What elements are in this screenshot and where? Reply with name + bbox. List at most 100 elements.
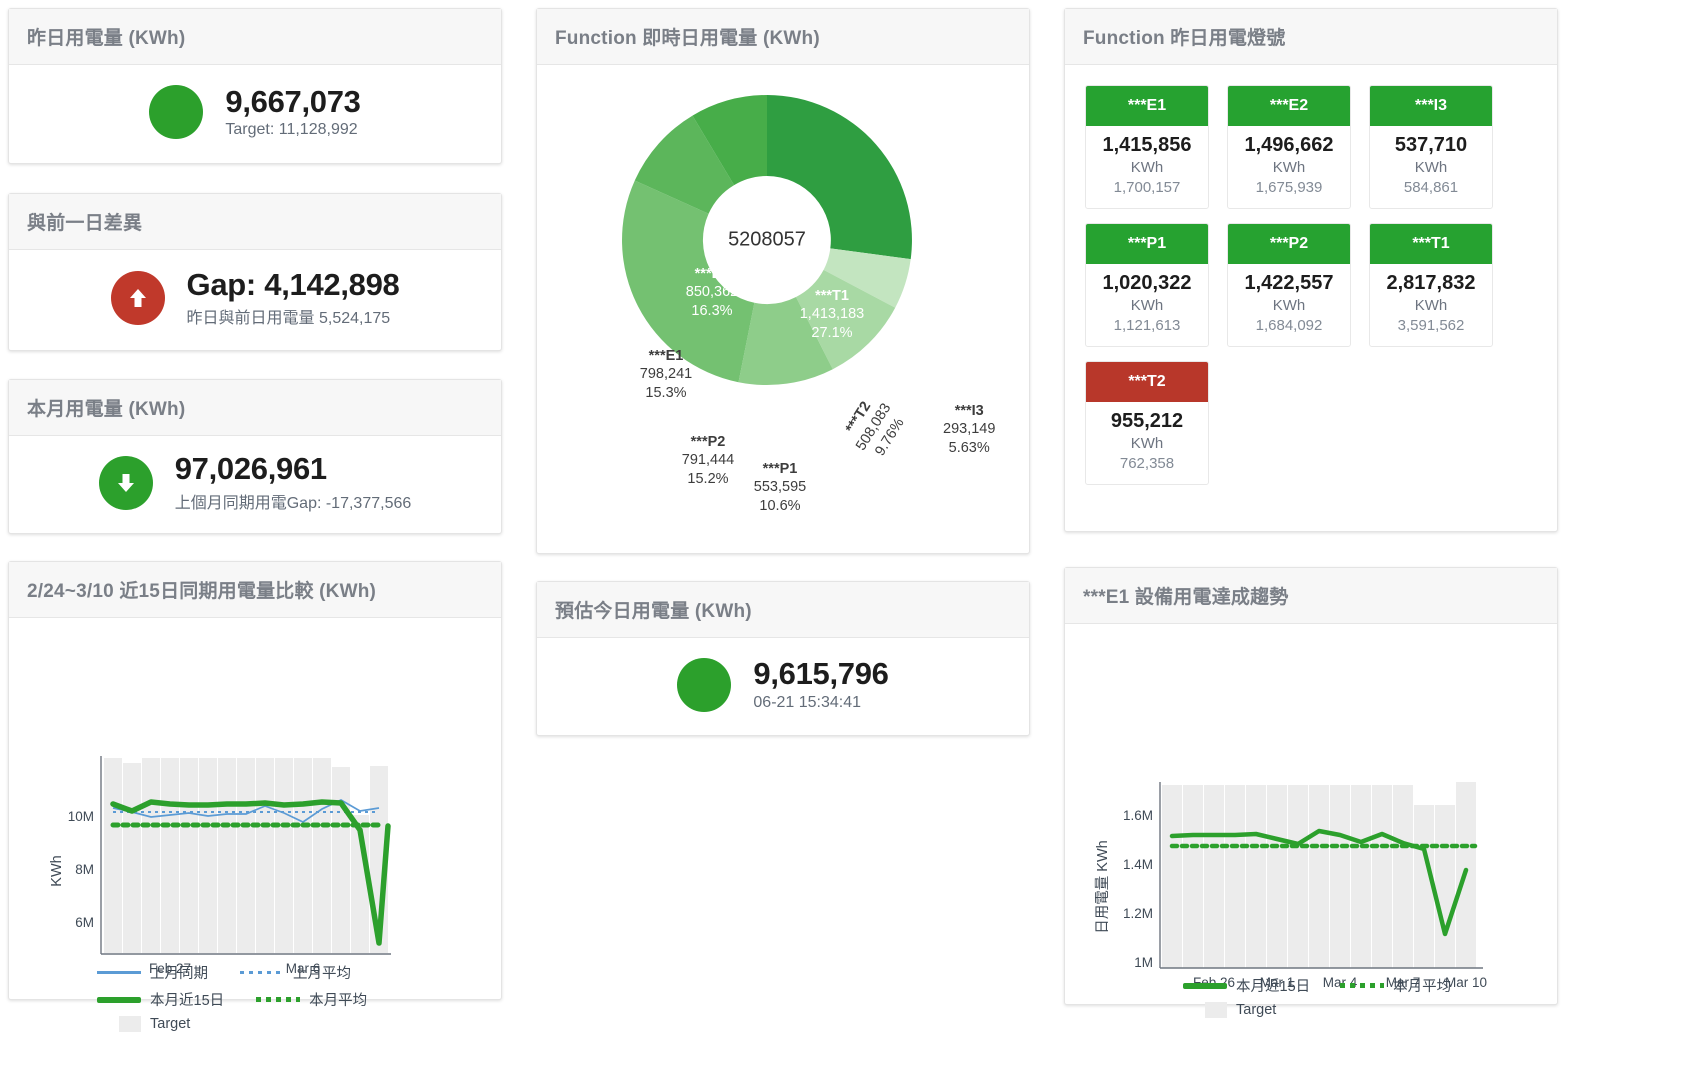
donut-slice-p2[interactable] — [622, 180, 755, 383]
tile-value: 1,496,662 — [1244, 134, 1334, 156]
legend-label: 上月同期 — [150, 966, 208, 982]
svg-text:Mar 10: Mar 10 — [1445, 975, 1487, 990]
card-yesterday-usage: 昨日用電量 (KWh) 9,667,073 Target: 11,128,992 — [8, 8, 502, 164]
arrow-up-icon — [129, 289, 146, 307]
status-tile-i3[interactable]: ***I3 537,710 KWh 584,861 — [1369, 85, 1493, 209]
target-bars — [104, 758, 388, 953]
chart-15day-comparison: 10M 8M 6M KWh Feb 27 Mar 6 — [9, 618, 501, 1032]
legend-swatch-line-icon — [1183, 982, 1227, 989]
status-indicator-green-circle — [677, 657, 732, 712]
donut-slice-e1[interactable] — [634, 115, 735, 214]
kpi-subtext: 上個月同期用電Gap: -17,377,566 — [174, 494, 412, 512]
svg-text:6M: 6M — [75, 915, 94, 930]
status-tile-t1[interactable]: ***T1 2,817,832 KWh 3,591,562 — [1369, 223, 1493, 347]
tile-unit: KWh — [1272, 159, 1306, 176]
donut-slice-t2[interactable] — [796, 269, 896, 370]
legend-label: 本月近15日 — [1236, 979, 1311, 995]
legend-item[interactable]: Target — [119, 1016, 190, 1032]
tile-unit: KWh — [1414, 159, 1448, 176]
chart-realtime-usage-donut: 5208057 ***T1 1,413,183 27.1% ***I3 293,… — [537, 65, 1029, 552]
legend-item[interactable]: 本月近15日 — [97, 989, 224, 1010]
kpi-subtext: Target: 11,128,992 — [225, 121, 358, 139]
card-status-lights: Function 昨日用電燈號 ***E1 1,415,856 KWh 1,70… — [1064, 8, 1558, 532]
status-tile-p1[interactable]: ***P1 1,020,322 KWh 1,121,613 — [1085, 223, 1209, 347]
status-light-grid: ***E1 1,415,856 KWh 1,700,157 ***E2 1,49… — [1065, 65, 1557, 509]
tile-target: 584,861 — [1403, 179, 1459, 196]
tile-value: 1,422,557 — [1244, 272, 1334, 294]
status-tile-p2[interactable]: ***P2 1,422,557 KWh 1,684,092 — [1227, 223, 1351, 347]
card-title: 與前一日差異 — [9, 194, 501, 250]
legend-item[interactable]: 本月平均 — [256, 989, 367, 1010]
legend-swatch-bar-icon — [119, 1016, 141, 1032]
legend-swatch-dotted-icon — [256, 997, 301, 1002]
kpi-value: 97,026,961 — [174, 451, 327, 487]
legend-swatch-line-icon — [97, 996, 141, 1003]
legend-label: 本月平均 — [309, 993, 368, 1009]
legend-swatch-line-icon — [97, 971, 141, 974]
svg-text:1.2M: 1.2M — [1123, 906, 1153, 921]
tile-unit: KWh — [1130, 435, 1164, 452]
svg-text:10M: 10M — [68, 809, 94, 824]
tile-value: 1,415,856 — [1102, 134, 1192, 156]
status-tile-e2[interactable]: ***E2 1,496,662 KWh 1,675,939 — [1227, 85, 1351, 209]
card-e1-trend: ***E1 設備用電達成趨勢 — [1064, 567, 1558, 1018]
chart-e1-trend: 1.6M 1.4M 1.2M 1M 日用電量 KWh Feb 26 Mar 1 … — [1065, 624, 1557, 1018]
tile-value: 1,020,322 — [1102, 272, 1192, 294]
card-title: 昨日用電量 (KWh) — [9, 9, 501, 65]
tile-target: 1,121,613 — [1113, 317, 1181, 334]
tile-name: ***T1 — [1370, 224, 1492, 264]
tile-unit: KWh — [1130, 297, 1164, 314]
tile-value: 2,817,832 — [1386, 272, 1476, 294]
chart-svg: 10M 8M 6M KWh Feb 27 Mar 6 — [49, 756, 391, 976]
tile-target: 1,684,092 — [1255, 317, 1323, 334]
svg-text:1.4M: 1.4M — [1123, 857, 1153, 872]
legend-item[interactable]: Target — [1205, 1002, 1276, 1018]
legend-swatch-dotted-icon — [240, 971, 284, 974]
legend-item[interactable]: 本月平均 — [1340, 975, 1451, 996]
chart-svg: 1.6M 1.4M 1.2M 1M 日用電量 KWh Feb 26 Mar 1 … — [1095, 782, 1487, 990]
tile-value: 955,212 — [1110, 410, 1184, 432]
legend-label: 本月近15日 — [150, 993, 225, 1009]
tile-name: ***P1 — [1086, 224, 1208, 264]
status-tile-e1[interactable]: ***E1 1,415,856 KWh 1,700,157 — [1085, 85, 1209, 209]
tile-name: ***P2 — [1228, 224, 1350, 264]
donut-center-total: 5208057 — [728, 228, 806, 251]
tile-target: 762,358 — [1119, 455, 1175, 472]
legend-item[interactable]: 本月近15日 — [1183, 975, 1310, 996]
svg-text:Mar 1: Mar 1 — [1260, 975, 1295, 990]
tile-target: 3,591,562 — [1397, 317, 1465, 334]
card-estimate-today: 預估今日用電量 (KWh) 9,615,796 06-21 15:34:41 — [536, 581, 1030, 736]
kpi-value: 9,615,796 — [753, 656, 889, 692]
kpi-value: 9,667,073 — [225, 83, 361, 119]
donut-slice-p1[interactable] — [738, 297, 833, 386]
svg-text:KWh: KWh — [49, 855, 65, 886]
card-title: 預估今日用電量 (KWh) — [537, 582, 1029, 638]
tile-unit: KWh — [1414, 297, 1448, 314]
legend-swatch-bar-icon — [1205, 1002, 1227, 1018]
legend-label: Target — [1236, 1002, 1277, 1018]
kpi-subtext: 昨日與前日用電量 5,524,175 — [186, 310, 391, 328]
status-indicator-arrow-up-red — [110, 271, 165, 325]
svg-text:Mar 7: Mar 7 — [1386, 975, 1421, 990]
donut-svg — [622, 95, 912, 386]
donut-slice-e2[interactable] — [692, 95, 768, 186]
kpi-timestamp: 06-21 15:34:41 — [753, 693, 862, 711]
svg-text:Mar 6: Mar 6 — [286, 961, 321, 976]
card-title: Function 昨日用電燈號 — [1065, 9, 1557, 65]
status-tile-t2[interactable]: ***T2 955,212 KWh 762,358 — [1085, 361, 1209, 485]
chart-legend: 本月近15日 本月平均 Target — [1183, 969, 1451, 1018]
legend-item[interactable]: 上月平均 — [240, 962, 351, 983]
svg-text:日用電量 KWh: 日用電量 KWh — [1095, 840, 1111, 933]
donut-slice-t1[interactable] — [767, 95, 912, 260]
tile-name: ***I3 — [1370, 86, 1492, 126]
legend-item[interactable]: 上月同期 — [97, 962, 208, 983]
svg-text:Feb 27: Feb 27 — [149, 961, 191, 976]
arrow-down-icon — [117, 473, 134, 492]
tile-name: ***E1 — [1086, 86, 1208, 126]
chart-legend: 上月同期 上月平均 本月近15日 — [97, 956, 367, 1032]
svg-text:1.6M: 1.6M — [1123, 808, 1153, 823]
card-15day-comparison: 2/24~3/10 近15日同期用電量比較 (KWh) — [8, 561, 502, 1032]
donut-slice-i3[interactable] — [823, 248, 911, 308]
tile-unit: KWh — [1130, 159, 1164, 176]
